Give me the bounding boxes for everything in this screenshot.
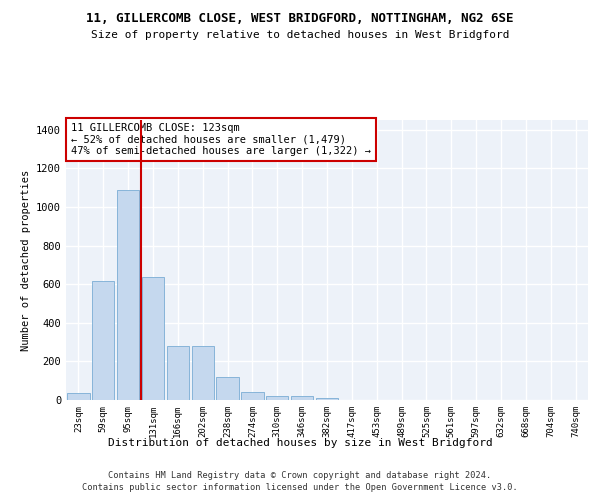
Bar — [67, 393, 89, 400]
Bar — [92, 281, 115, 400]
Text: Contains public sector information licensed under the Open Government Licence v3: Contains public sector information licen… — [82, 484, 518, 492]
Text: Contains HM Land Registry data © Crown copyright and database right 2024.: Contains HM Land Registry data © Crown c… — [109, 471, 491, 480]
Text: 11 GILLERCOMB CLOSE: 123sqm
← 52% of detached houses are smaller (1,479)
47% of : 11 GILLERCOMB CLOSE: 123sqm ← 52% of det… — [71, 123, 371, 156]
Bar — [241, 392, 263, 400]
Text: Size of property relative to detached houses in West Bridgford: Size of property relative to detached ho… — [91, 30, 509, 40]
Bar — [191, 346, 214, 400]
Bar — [316, 398, 338, 400]
Bar — [167, 346, 189, 400]
Bar — [266, 396, 289, 400]
Bar — [117, 190, 139, 400]
Bar — [142, 278, 164, 400]
Text: 11, GILLERCOMB CLOSE, WEST BRIDGFORD, NOTTINGHAM, NG2 6SE: 11, GILLERCOMB CLOSE, WEST BRIDGFORD, NO… — [86, 12, 514, 26]
Bar — [291, 396, 313, 400]
Text: Distribution of detached houses by size in West Bridgford: Distribution of detached houses by size … — [107, 438, 493, 448]
Bar — [217, 377, 239, 400]
Y-axis label: Number of detached properties: Number of detached properties — [20, 170, 31, 350]
